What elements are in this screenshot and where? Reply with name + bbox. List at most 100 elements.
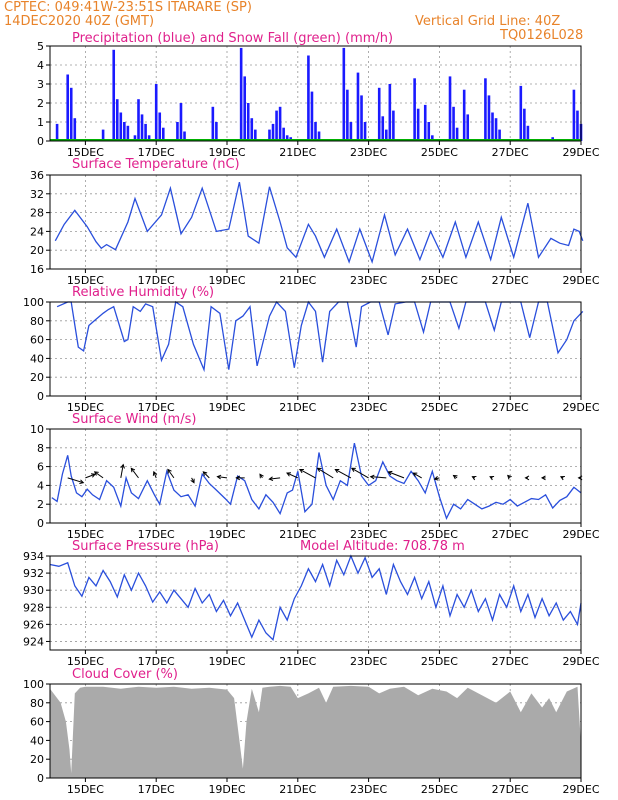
precip-bar (268, 129, 271, 141)
precip-bar (416, 108, 420, 141)
precip-bar (498, 129, 501, 141)
wind-arrowhead (298, 468, 304, 474)
x-tick-label: 17DEC (138, 783, 175, 796)
wind-arrowhead (334, 468, 340, 474)
date-header: 14DEC2020 40Z (GMT) (4, 14, 155, 29)
wind-vector (202, 471, 210, 479)
precip-bar (215, 122, 218, 141)
precip-bar (519, 85, 523, 141)
y-tick-label: 932 (23, 567, 44, 580)
x-tick-label: 15DEC (67, 146, 104, 159)
wind-arrowhead (507, 474, 512, 480)
wind-arrowhead (350, 467, 356, 472)
x-tick-label: 23DEC (350, 655, 387, 668)
precip-bar (346, 89, 349, 141)
precip-bar (487, 95, 491, 141)
precip-bar (360, 95, 363, 141)
precip-bar (413, 78, 416, 141)
y-tick-label: 100 (23, 296, 44, 309)
precip-bar (275, 110, 278, 141)
x-tick-label: 21DEC (279, 783, 316, 796)
precip-bar (452, 106, 455, 141)
x-tick-label: 21DEC (279, 528, 316, 541)
model-altitude: Model Altitude: 708.78 m (300, 539, 465, 554)
y-tick-label: 20 (30, 244, 44, 257)
x-tick-label: 17DEC (138, 146, 175, 159)
precip-bar (254, 129, 257, 141)
wind-arrowhead (524, 475, 530, 481)
y-tick-label: 36 (30, 169, 44, 182)
grid-note: Vertical Grid Line: 40Z (415, 14, 561, 29)
y-tick-label: 10 (30, 423, 44, 436)
wind-arrowhead (540, 475, 546, 481)
wind-arrowhead (559, 476, 565, 481)
precip-bar (572, 89, 576, 141)
x-tick-label: 27DEC (492, 401, 529, 414)
precip-bar (137, 99, 140, 141)
wind-vector (67, 477, 84, 484)
x-tick-label: 19DEC (208, 274, 245, 287)
y-tick-label: 80 (30, 315, 44, 328)
x-tick-label: 29DEC (562, 528, 599, 541)
panel-frame (49, 555, 582, 651)
panel-frame (49, 428, 582, 524)
y-tick-label: 28 (30, 207, 44, 220)
precip-bar (317, 131, 321, 141)
y-tick-label: 2 (37, 498, 44, 511)
y-tick-label: 100 (23, 678, 44, 691)
x-tick-label: 25DEC (421, 528, 458, 541)
precip-bar (576, 110, 579, 141)
wind-arrowhead (130, 467, 136, 473)
precip-bar (314, 122, 317, 141)
precip-bar (349, 122, 353, 141)
cloud-cover-area (50, 685, 581, 778)
x-tick-label: 15DEC (67, 655, 104, 668)
x-tick-label: 23DEC (350, 783, 387, 796)
y-tick-label: 924 (23, 635, 44, 648)
panel-title: Precipitation (blue) and Snow Fall (gree… (72, 31, 393, 46)
y-tick-label: 926 (23, 618, 44, 631)
series-line (51, 442, 582, 520)
x-tick-label: 15DEC (67, 528, 104, 541)
y-tick-label: 80 (30, 697, 44, 710)
x-tick-label: 19DEC (208, 528, 245, 541)
precip-bar (66, 74, 69, 141)
panel-frame (49, 45, 582, 142)
y-tick-label: 0 (37, 390, 44, 403)
x-tick-label: 15DEC (67, 401, 104, 414)
x-tick-label: 27DEC (492, 655, 529, 668)
y-tick-label: 20 (30, 371, 44, 384)
wind-vector (413, 472, 422, 479)
x-tick-label: 29DEC (562, 783, 599, 796)
precip-bar (285, 135, 289, 141)
y-tick-label: 2 (37, 97, 44, 110)
wind-arrowhead (433, 476, 439, 481)
wind-arrowhead (93, 471, 99, 476)
x-tick-label: 15DEC (67, 783, 104, 796)
y-tick-label: 40 (30, 734, 44, 747)
x-tick-label: 29DEC (562, 401, 599, 414)
precip-bar (119, 112, 123, 141)
precip-bar (176, 122, 179, 141)
y-tick-label: 0 (37, 772, 44, 785)
y-tick-label: 1 (37, 116, 44, 129)
wind-arrowhead (369, 474, 375, 480)
x-tick-label: 25DEC (421, 274, 458, 287)
series-line (49, 554, 582, 641)
wind-arrowhead (90, 473, 96, 478)
precip-bar (73, 118, 77, 141)
wind-vector (286, 472, 299, 479)
x-tick-label: 21DEC (279, 146, 316, 159)
precip-bar (526, 125, 530, 141)
x-tick-label: 17DEC (138, 274, 175, 287)
precip-bar (462, 89, 466, 141)
wind-vector (167, 469, 175, 479)
y-tick-label: 4 (37, 59, 44, 72)
y-tick-label: 6 (37, 461, 44, 474)
y-tick-label: 3 (37, 78, 44, 91)
precip-bar (466, 114, 470, 141)
y-tick-label: 20 (30, 753, 44, 766)
wind-arrowhead (412, 472, 418, 477)
panel-frame (49, 683, 582, 779)
x-tick-label: 29DEC (562, 146, 599, 159)
